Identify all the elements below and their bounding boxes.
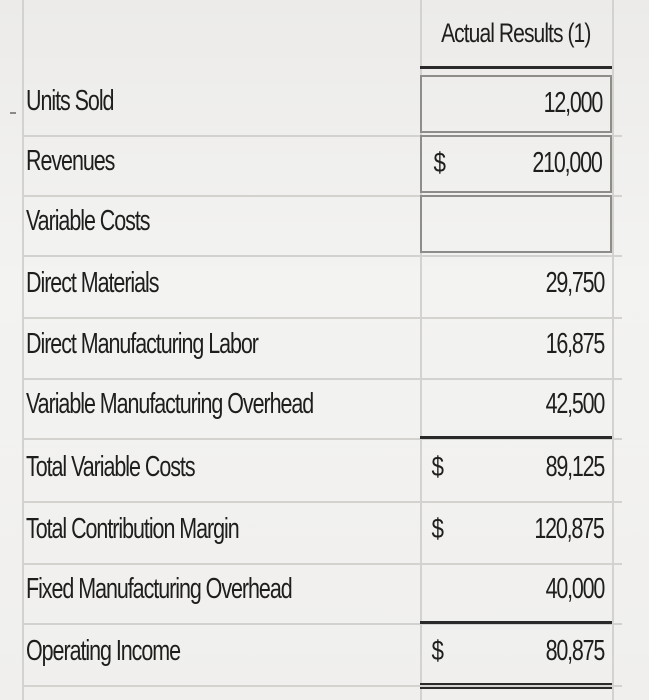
- column-header-label: Actual Results (1): [441, 17, 591, 48]
- value-cell[interactable]: $ 80,875: [420, 625, 612, 689]
- row-label: Total Variable Costs: [26, 451, 196, 483]
- column-header-cell[interactable]: Actual Results (1): [420, 0, 612, 69]
- currency-symbol: $: [431, 451, 445, 482]
- table-row-revenues: Revenues $ 210,000: [22, 135, 622, 197]
- row-label: Variable Manufacturing Overhead: [26, 388, 314, 420]
- value-cell[interactable]: 40,000: [420, 563, 612, 624]
- cell-value: 16,875: [545, 328, 605, 360]
- row-label: Direct Materials: [26, 267, 160, 299]
- cell-value: 12,000: [543, 87, 603, 119]
- cell-value: 29,750: [545, 267, 605, 299]
- grid-line: [612, 0, 614, 700]
- cell-value: 42,500: [545, 388, 605, 420]
- row-label: Direct Manufacturing Labor: [26, 328, 259, 360]
- value-cell[interactable]: [420, 195, 612, 253]
- table-row-units-sold: Units Sold 12,000: [22, 75, 622, 137]
- row-label: Total Contribution Margin: [26, 513, 240, 545]
- table-row-direct-materials: Direct Materials 29,750: [22, 257, 622, 319]
- grid-line: [22, 0, 24, 700]
- table-row-operating-income: Operating Income $ 80,875: [22, 625, 622, 689]
- grid-line: [420, 0, 422, 700]
- currency-symbol: $: [431, 513, 445, 544]
- row-marker: [10, 112, 16, 114]
- row-label: Revenues: [26, 145, 115, 177]
- table-row-total-variable-costs: Total Variable Costs $ 89,125: [22, 441, 622, 503]
- value-cell[interactable]: 42,500: [420, 378, 612, 439]
- currency-symbol: $: [433, 147, 447, 178]
- cell-value: 210,000: [532, 147, 603, 179]
- row-label: Operating Income: [26, 635, 181, 667]
- currency-symbol: $: [431, 635, 445, 666]
- value-cell[interactable]: $ 210,000: [420, 135, 612, 193]
- value-cell[interactable]: $ 120,875: [420, 503, 612, 561]
- value-cell[interactable]: 16,875: [420, 318, 612, 376]
- row-label: Variable Costs: [26, 205, 150, 237]
- cell-value: 89,125: [545, 451, 605, 483]
- cell-value: 80,875: [545, 635, 605, 667]
- table-row-fixed-manufacturing-overhead: Fixed Manufacturing Overhead 40,000: [22, 563, 622, 625]
- value-cell[interactable]: $ 89,125: [420, 441, 612, 499]
- value-cell[interactable]: 29,750: [420, 257, 612, 315]
- row-label: Units Sold: [26, 85, 114, 117]
- table-row-variable-manufacturing-overhead: Variable Manufacturing Overhead 42,500: [22, 378, 622, 440]
- table-row-total-contribution-margin: Total Contribution Margin $ 120,875: [22, 503, 622, 565]
- cell-value: 120,875: [534, 513, 605, 545]
- table-row-direct-manufacturing-labor: Direct Manufacturing Labor 16,875: [22, 318, 622, 380]
- value-cell[interactable]: 12,000: [420, 75, 612, 133]
- row-label: Fixed Manufacturing Overhead: [26, 573, 293, 605]
- table-row-variable-costs: Variable Costs: [22, 195, 622, 257]
- cell-value: 40,000: [545, 573, 605, 605]
